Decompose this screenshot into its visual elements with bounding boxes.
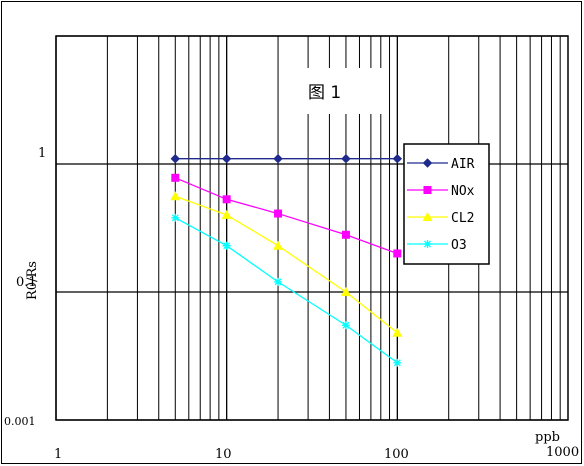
legend-item-air: AIR [407, 157, 475, 172]
data-point-nox [274, 209, 283, 218]
legend-marker [422, 212, 433, 221]
legend-label: O3 [451, 238, 467, 253]
x-axis-label: ppb [535, 430, 560, 445]
legend-marker [422, 158, 433, 168]
data-point-air [341, 153, 351, 164]
title-box [302, 68, 382, 114]
legend-marker [423, 186, 432, 194]
legend-item-o3: O3 [407, 238, 467, 253]
legend-label: CL2 [451, 211, 474, 226]
x-tick-label-1000: 1000 [546, 445, 579, 460]
data-point-cl2 [392, 327, 403, 337]
data-point-o3 [274, 277, 283, 286]
legend-label: NOx [451, 184, 475, 199]
data-point-o3 [171, 213, 180, 222]
y-tick-label-1: 1 [38, 146, 46, 161]
series-o3 [171, 213, 402, 367]
x-tick-label-100: 100 [384, 447, 409, 462]
data-point-cl2 [273, 240, 284, 250]
plot-frame [55, 35, 569, 421]
data-point-air [273, 153, 283, 164]
series-air [170, 153, 403, 164]
data-point-cl2 [170, 191, 181, 201]
legend-item-cl2: CL2 [407, 211, 474, 226]
data-point-air [170, 153, 180, 164]
legend-item-nox: NOx [407, 184, 475, 199]
data-point-cl2 [340, 287, 351, 296]
legend-label: AIR [451, 157, 475, 172]
series-nox [171, 173, 402, 258]
data-point-o3 [222, 241, 231, 250]
x-tick-label-1: 1 [54, 447, 62, 462]
chart-title: 图 1 [308, 83, 341, 103]
series-layer [170, 153, 403, 367]
data-point-air [392, 153, 403, 164]
legend-marker [423, 240, 432, 248]
data-point-nox [171, 173, 180, 182]
data-point-nox [393, 249, 402, 258]
x-tick-label-10: 10 [215, 447, 232, 462]
series-cl2 [170, 191, 403, 337]
legend-box [403, 143, 490, 265]
data-point-air [221, 153, 232, 164]
y-axis-label: R0/Rs [25, 261, 40, 300]
y-tick-label-0.001: 0.001 [4, 415, 36, 428]
data-point-o3 [341, 321, 350, 330]
data-point-cl2 [221, 209, 232, 219]
y-tick-label-0.1: 0.1 [16, 275, 37, 290]
data-point-o3 [393, 358, 402, 367]
legend: AIR NOx CL2 O3 [403, 143, 490, 265]
data-point-nox [341, 230, 350, 239]
data-point-nox [222, 195, 231, 204]
